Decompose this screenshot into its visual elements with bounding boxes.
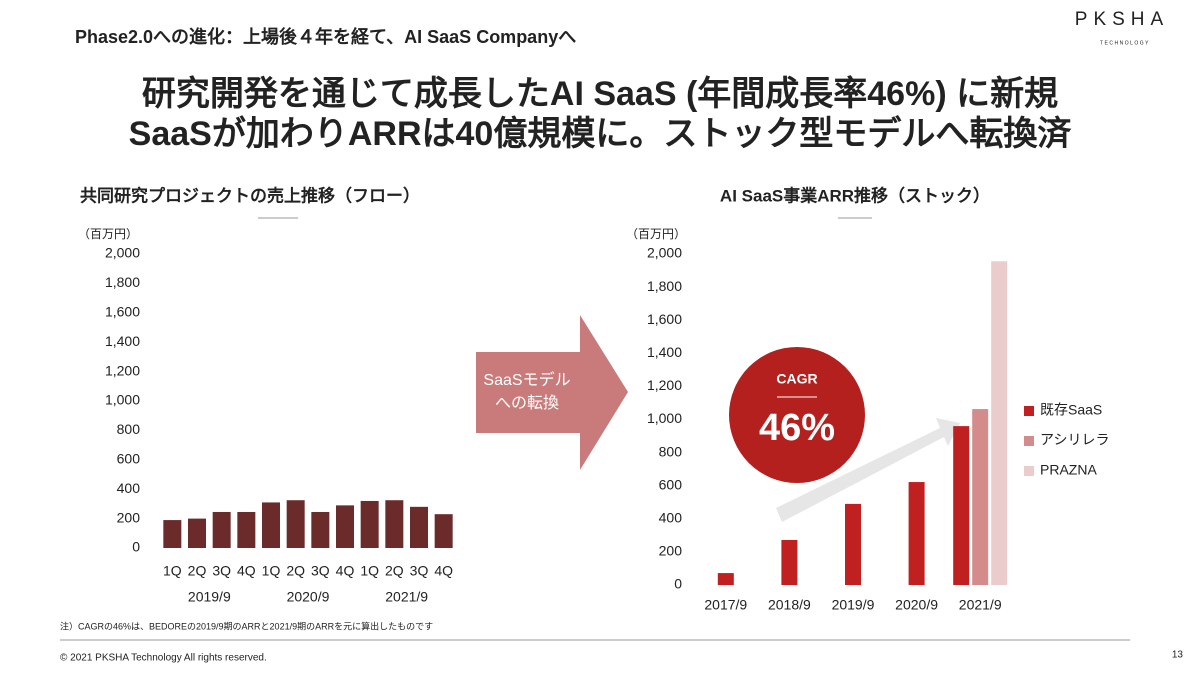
y-tick-label: 1,400 xyxy=(105,333,140,349)
y-tick-label: 1,000 xyxy=(105,392,140,408)
bar xyxy=(908,482,925,585)
copyright: © 2021 PKSHA Technology All rights reser… xyxy=(60,653,267,664)
y-tick-label: 600 xyxy=(659,476,683,492)
category-group-label: 2021/9 xyxy=(385,589,428,605)
legend-label: PRAZNA xyxy=(1040,462,1097,478)
x-tick-label: 3Q xyxy=(410,563,429,579)
y-tick-label: 1,200 xyxy=(105,362,140,378)
x-tick-label: 2021/9 xyxy=(959,597,1002,613)
y-tick-label: 0 xyxy=(674,576,682,592)
y-tick-label: 1,200 xyxy=(647,377,682,393)
arrow-label: への転換 xyxy=(495,394,559,412)
bar xyxy=(286,500,305,548)
y-tick-label: 400 xyxy=(659,510,683,526)
bar xyxy=(212,511,231,548)
bar xyxy=(385,500,404,548)
cagr-value: 46% xyxy=(759,407,835,449)
title-line: SaaSが加わりARRは40億規模に。ストック型モデルへ転換済 xyxy=(129,114,1073,153)
x-tick-label: 2Q xyxy=(188,563,207,579)
chart-title: AI SaaS事業ARR推移（ストック） xyxy=(720,185,990,205)
y-tick-label: 400 xyxy=(117,480,141,496)
x-tick-label: 2017/9 xyxy=(704,597,747,613)
x-tick-label: 2Q xyxy=(385,563,404,579)
y-tick-label: 1,600 xyxy=(105,304,140,320)
note: 注）CAGRの46%は、BEDOREの2019/9期のARRと2021/9期のA… xyxy=(60,620,433,631)
cagr-badge xyxy=(729,347,865,483)
transition-arrow xyxy=(476,315,628,470)
x-tick-label: 4Q xyxy=(434,563,453,579)
bar xyxy=(845,503,861,585)
cagr-label: CAGR xyxy=(776,371,817,387)
y-tick-label: 2,000 xyxy=(647,245,682,261)
y-tick-label: 600 xyxy=(117,451,141,467)
y-tick-label: 1,000 xyxy=(647,410,682,426)
bar xyxy=(717,573,734,585)
arrow-label: SaaSモデル xyxy=(483,370,570,389)
slide-subtitle: Phase2.0への進化：上場後４年を経て、AI SaaS Companyへ xyxy=(75,26,576,47)
y-tick-label: 2,000 xyxy=(105,245,140,261)
bar xyxy=(237,511,256,548)
x-tick-label: 1Q xyxy=(262,563,281,579)
bar xyxy=(262,502,280,548)
x-tick-label: 4Q xyxy=(237,563,256,579)
x-tick-label: 2020/9 xyxy=(895,597,938,613)
bar xyxy=(188,518,206,548)
x-tick-label: 3Q xyxy=(212,563,231,579)
page-number: 13 xyxy=(1172,650,1184,661)
bar xyxy=(953,426,970,585)
legend-label: アシリレラ xyxy=(1040,432,1109,448)
logo-sub: TECHNOLOGY xyxy=(1100,40,1150,46)
x-tick-label: 2019/9 xyxy=(832,597,875,613)
y-tick-label: 1,400 xyxy=(647,344,682,360)
title-line: 研究開発を通じて成長したAI SaaS (年間成長率46%) に新規 xyxy=(142,75,1058,113)
y-tick-label: 1,800 xyxy=(105,274,140,290)
y-tick-label: 200 xyxy=(659,543,683,559)
legend-swatch xyxy=(1024,466,1034,476)
bar xyxy=(311,511,330,548)
chart-title: 共同研究プロジェクトの売上推移（フロー） xyxy=(80,185,420,205)
y-tick-label: 200 xyxy=(117,509,141,525)
bar xyxy=(163,520,182,548)
legend-label: 既存SaaS xyxy=(1040,402,1102,418)
y-tick-label: 0 xyxy=(132,539,140,555)
bar xyxy=(434,514,453,548)
x-tick-label: 3Q xyxy=(311,563,330,579)
x-tick-label: 1Q xyxy=(163,563,182,579)
x-tick-label: 1Q xyxy=(360,563,379,579)
bar xyxy=(991,261,1008,585)
unit-label: （百万円） xyxy=(78,227,138,241)
y-tick-label: 800 xyxy=(659,443,683,459)
x-tick-label: 4Q xyxy=(336,563,355,579)
bar xyxy=(972,409,989,585)
bar xyxy=(336,505,354,548)
logo: PKSHA xyxy=(1075,9,1169,30)
x-tick-label: 2Q xyxy=(286,563,305,579)
growth-arrow xyxy=(776,418,960,522)
category-group-label: 2020/9 xyxy=(287,589,330,605)
bar xyxy=(410,506,428,548)
category-group-label: 2019/9 xyxy=(188,589,231,605)
x-tick-label: 2018/9 xyxy=(768,597,811,613)
y-tick-label: 1,600 xyxy=(647,311,682,327)
bar xyxy=(781,539,798,585)
bar xyxy=(360,500,379,548)
y-tick-label: 1,800 xyxy=(647,278,682,294)
legend-swatch xyxy=(1024,436,1034,446)
y-tick-label: 800 xyxy=(117,421,141,437)
legend-swatch xyxy=(1024,406,1034,416)
unit-label: （百万円） xyxy=(626,227,686,241)
